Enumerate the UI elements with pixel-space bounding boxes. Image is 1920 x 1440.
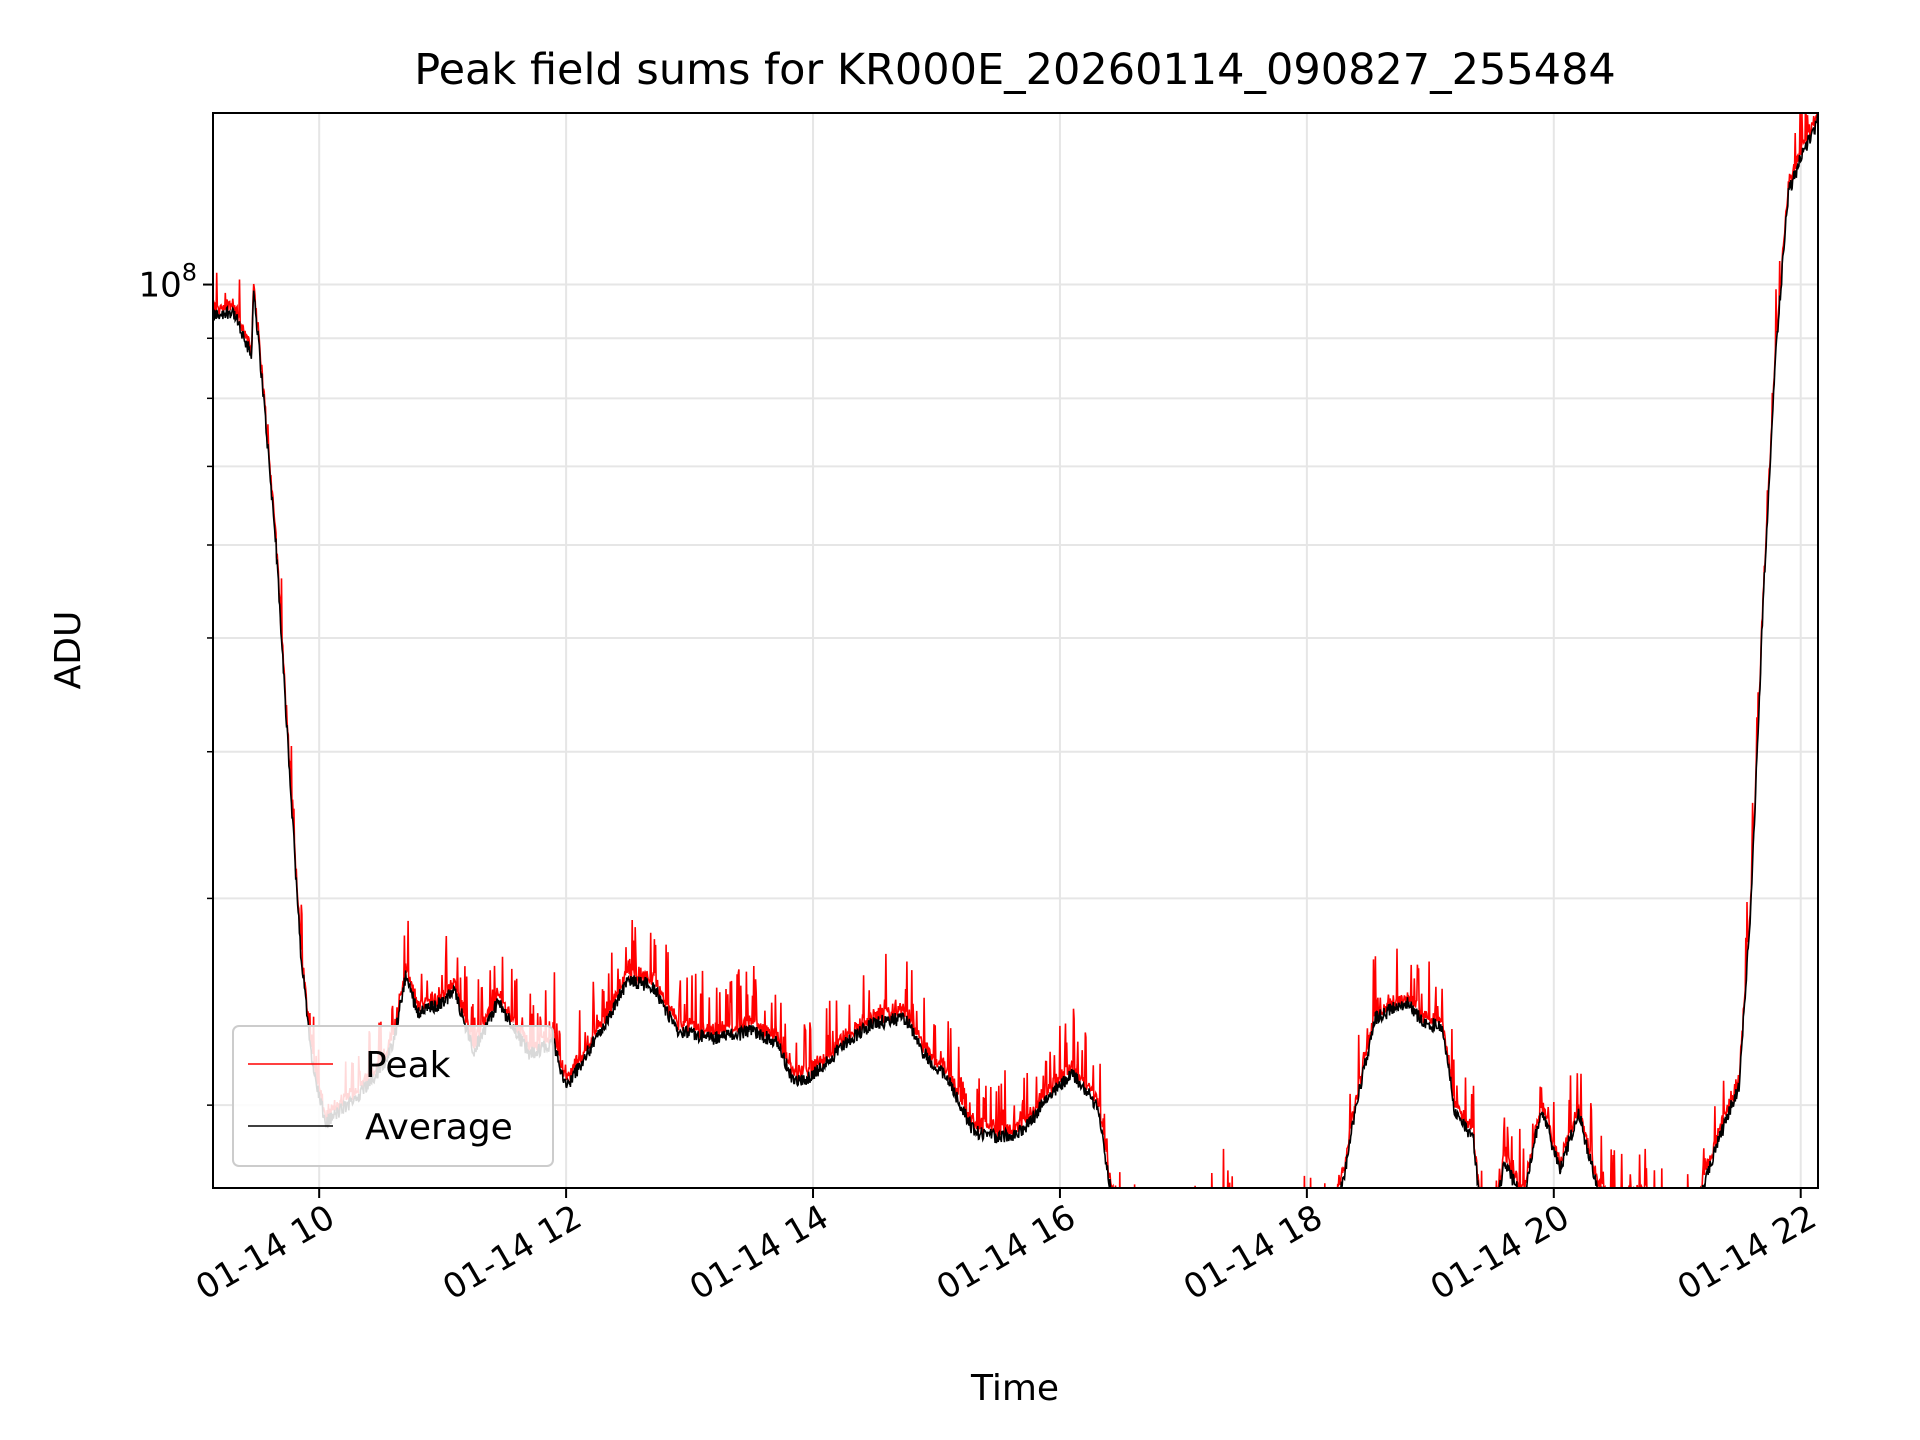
legend-average-label: Average <box>365 1107 513 1148</box>
legend: Peak Average <box>232 1025 554 1167</box>
y-tick-label: 108 <box>138 259 197 306</box>
legend-peak-label: Peak <box>365 1045 451 1086</box>
y-tick-label-exponent: 8 <box>182 259 197 287</box>
chart-title: Peak field sums for KR000E_20260114_0908… <box>414 45 1616 95</box>
legend-box <box>232 1025 554 1167</box>
x-axis-label: Time <box>970 1368 1059 1409</box>
y-axis: 108 <box>138 259 213 1106</box>
y-tick-label-base: 10 <box>138 266 181 306</box>
plot-frame <box>212 112 1819 1189</box>
y-axis-label: ADU <box>48 611 89 690</box>
